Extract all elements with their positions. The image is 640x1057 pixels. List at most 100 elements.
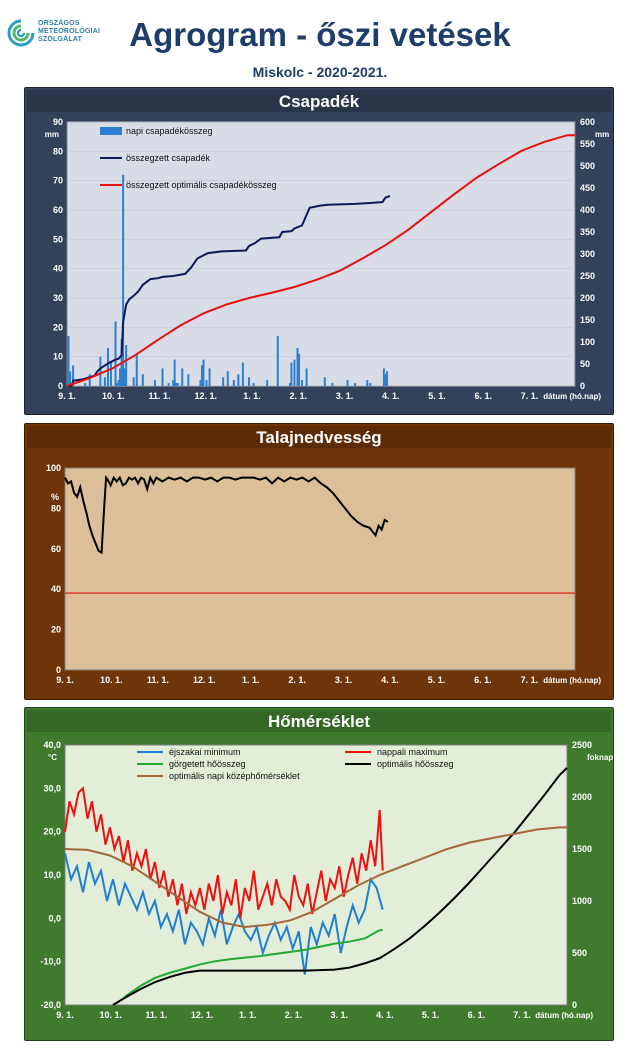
x-axis-label: dátum (hó.nap) (543, 392, 601, 401)
y-left-tick-label: 40,0 (43, 740, 61, 750)
precip-bar (205, 380, 208, 386)
x-tick-label: 4. 1. (376, 1010, 394, 1020)
logo-line-2: METEOROLÓGIAI (38, 28, 101, 35)
legend-label: görgetett hőösszeg (169, 759, 246, 769)
x-tick-label: 3. 1. (330, 1010, 348, 1020)
precip-bar (114, 321, 117, 386)
y-unit: % (51, 492, 59, 502)
y-left-tick-label: 90 (53, 117, 63, 127)
y-left-tick-label: 80 (53, 146, 63, 156)
precip-bar (385, 371, 388, 386)
x-tick-label: 6. 1. (474, 675, 492, 685)
precipitation-chart: Csapadék 0 10 20 30 40 50 60 70 80 90 0 50 100 150 200 2… (27, 90, 611, 401)
precip-bar (199, 380, 202, 386)
header: ORSZÁGOS METEOROLÓGIAI SZOLGÁLAT Agrogra… (0, 0, 640, 86)
x-tick-label: 9. 1. (56, 675, 74, 685)
y-right-tick-label: 350 (580, 227, 595, 237)
x-tick-label: 9. 1. (58, 391, 76, 401)
y-right-tick-label: 1500 (572, 844, 592, 854)
precip-bar (116, 383, 119, 386)
precip-bar (237, 374, 240, 386)
y-left-tick-label: 50 (53, 234, 63, 244)
x-tick-label: 7. 1. (521, 391, 539, 401)
temperature-series-line (64, 826, 567, 929)
precip-bar (208, 368, 211, 386)
x-tick-label: 3. 1. (335, 675, 353, 685)
y-right-tick-label: 400 (580, 205, 595, 215)
y-right-tick-label: 500 (572, 948, 587, 958)
x-tick-label: 5. 1. (428, 391, 446, 401)
soil-moisture-panel: Talajnedvesség 0 20 40 60 80 100% 9. 1. 10. 1. 11… (24, 423, 614, 700)
precip-bar (226, 371, 229, 386)
precip-series-line (66, 134, 575, 387)
x-tick-label: 3. 1. (336, 391, 354, 401)
precip-bar (106, 347, 109, 386)
y-right-tick-label: 100 (580, 337, 595, 347)
x-tick-label: 7. 1. (513, 1010, 531, 1020)
precip-bar (153, 380, 156, 386)
precip-bar (117, 380, 120, 386)
x-tick-label: 11. 1. (145, 1010, 167, 1020)
precip-bar (382, 368, 385, 386)
y-right-tick-label: 1000 (572, 896, 592, 906)
chart-title-bar (27, 90, 611, 112)
precip-bar (141, 374, 144, 386)
y-left-tick-label: 40 (53, 264, 63, 274)
plot-area (64, 744, 568, 1006)
precip-bar (123, 368, 126, 386)
y-right-tick-label: 300 (580, 249, 595, 259)
y-left-tick-label: 10,0 (43, 870, 61, 880)
precip-bar (323, 377, 326, 386)
precip-bar (369, 383, 372, 386)
x-tick-label: 2. 1. (289, 391, 307, 401)
temperature-chart: Hőmérséklet -20,0 -10,0 0,0 10,0 20,0 30,0 40,0… (27, 710, 613, 1020)
x-tick-label: 11. 1. (147, 675, 169, 685)
precip-bar (232, 380, 235, 386)
y-left-tick-label: 80 (51, 503, 61, 513)
legend-label: optimális napi középhőmérséklet (169, 771, 300, 781)
y-right-tick-label: 150 (580, 315, 595, 325)
logo-line-1: ORSZÁGOS (38, 20, 80, 27)
x-tick-label: 5. 1. (428, 675, 446, 685)
precip-bar (222, 377, 225, 386)
precip-bar (67, 336, 70, 386)
y-left-tick-label: 10 (53, 352, 63, 362)
x-tick-label: 2. 1. (288, 675, 306, 685)
precip-bar (366, 380, 369, 386)
y-left-tick-label: 60 (53, 205, 63, 215)
x-tick-label: 10. 1. (99, 1010, 122, 1020)
precip-bar (125, 344, 128, 386)
precip-bar (122, 174, 125, 386)
x-tick-label: 5. 1. (422, 1010, 440, 1020)
x-tick-label: 6. 1. (468, 1010, 486, 1020)
y-left-tick-label: 20 (53, 322, 63, 332)
x-tick-label: 1. 1. (243, 391, 261, 401)
precip-bar (84, 383, 87, 386)
x-tick-label: 6. 1. (474, 391, 492, 401)
plot-area (66, 121, 576, 387)
precip-bar (266, 380, 269, 386)
x-tick-label: 12. 1. (194, 391, 217, 401)
x-tick-label: 1. 1. (239, 1010, 257, 1020)
page-subtitle: Miskolc - 2020-2021. (252, 64, 388, 80)
x-tick-label: 12. 1. (191, 1010, 214, 1020)
precip-bar (88, 374, 91, 386)
precip-bar (72, 365, 75, 386)
soil-moisture-line (64, 474, 389, 555)
y-right-tick-label: 500 (580, 161, 595, 171)
y-right-tick-label: 2000 (572, 792, 592, 802)
precip-bar (161, 368, 164, 386)
temperature-panel: Hőmérséklet -20,0 -10,0 0,0 10,0 20,0 30,0 40,0… (24, 707, 614, 1041)
chart-title: Hőmérséklet (268, 712, 370, 731)
precip-bar (288, 383, 291, 386)
precip-bar (135, 353, 138, 386)
chart-title: Csapadék (279, 92, 360, 111)
y-left-tick-label: 60 (51, 544, 61, 554)
temperature-series-line (112, 767, 568, 1006)
precip-bar (298, 353, 301, 386)
legend-label: nappali maximum (377, 747, 448, 757)
x-tick-label: 10. 1. (102, 391, 125, 401)
precip-bar (384, 374, 387, 386)
y-left-unit: °C (48, 753, 57, 762)
precipitation-panel: Csapadék 0 10 20 30 40 50 60 70 80 90 0 50 100 150 200 2… (24, 87, 614, 415)
